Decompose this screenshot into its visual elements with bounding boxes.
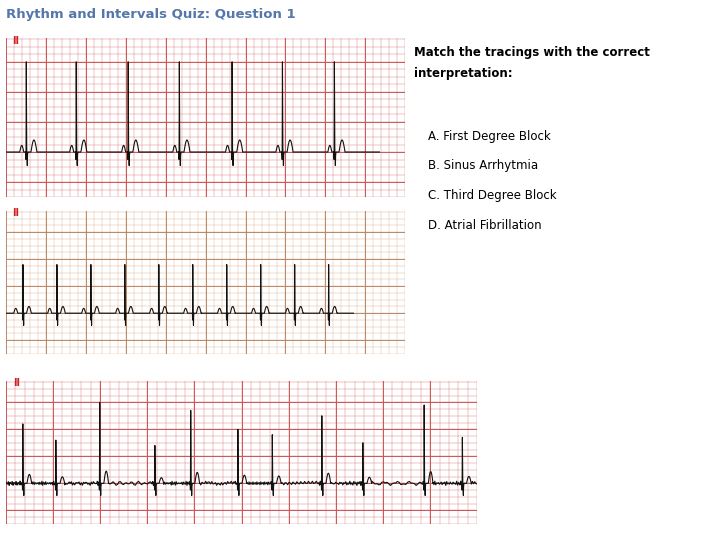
Text: B. Sinus Arrhytmia: B. Sinus Arrhytmia xyxy=(428,159,539,172)
Text: C. Third Degree Block: C. Third Degree Block xyxy=(428,189,557,202)
Text: interpretation:: interpretation: xyxy=(414,68,513,80)
Text: D. Atrial Fibrillation: D. Atrial Fibrillation xyxy=(428,219,542,232)
Text: Rhythm and Intervals Quiz: Question 1: Rhythm and Intervals Quiz: Question 1 xyxy=(6,8,295,21)
Text: Match the tracings with the correct: Match the tracings with the correct xyxy=(414,46,650,59)
Text: II: II xyxy=(12,36,19,46)
Text: A. First Degree Block: A. First Degree Block xyxy=(428,130,551,143)
Text: II: II xyxy=(12,208,19,218)
Text: II: II xyxy=(13,378,20,388)
